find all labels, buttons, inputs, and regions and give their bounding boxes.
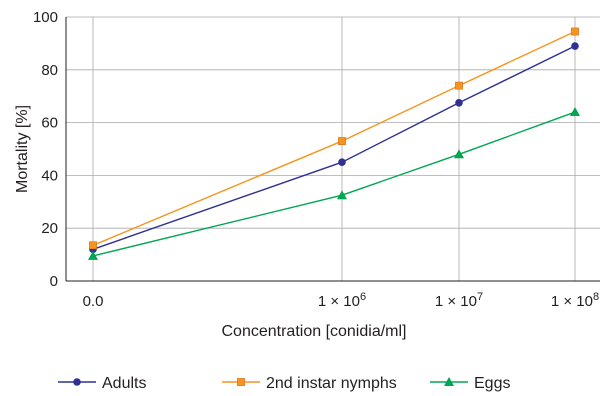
series-adults — [89, 42, 579, 254]
series-eggs — [88, 107, 580, 260]
y-tick-label: 20 — [41, 220, 58, 237]
data-point — [571, 27, 579, 36]
y-tick-labels: 0 20 40 60 80 100 — [33, 9, 58, 290]
series-line — [92, 45, 576, 250]
legend-label: Eggs — [474, 375, 510, 392]
x-tick-labels: 0.0 1 × 106 1 × 107 1 × 108 — [83, 291, 600, 310]
y-tick-label: 80 — [41, 62, 58, 79]
x-tick-label: 1 × 108 — [551, 291, 599, 310]
axes — [65, 17, 600, 282]
x-tick-label: 1 × 107 — [435, 291, 483, 310]
legend-item: Adults — [58, 375, 146, 392]
data-point — [571, 42, 579, 50]
x-tick-label: 1 × 106 — [318, 291, 366, 310]
legend-item: 2nd instar nymphs — [222, 375, 397, 392]
series-line — [92, 111, 576, 257]
legend-label: 2nd instar nymphs — [266, 375, 397, 392]
data-point — [237, 378, 245, 386]
legend-label: Adults — [102, 375, 146, 392]
data-point — [73, 378, 81, 386]
x-axis-label: Concentration [conidia/ml] — [222, 323, 407, 340]
legend-item: Eggs — [430, 375, 510, 392]
data-point — [89, 241, 97, 250]
y-axis-label: Mortality [%] — [14, 105, 31, 193]
data-point — [455, 99, 463, 107]
series-line — [92, 30, 576, 247]
legend: Adults 2nd instar nymphs Eggs — [58, 375, 510, 392]
data-point — [338, 158, 346, 166]
y-tick-label: 100 — [33, 9, 58, 26]
data-point — [88, 250, 98, 260]
x-tick-label: 0.0 — [83, 293, 104, 310]
series-lines — [88, 27, 580, 260]
series-2nd-instar-nymphs — [89, 27, 579, 250]
data-point — [570, 107, 580, 117]
y-tick-label: 40 — [41, 167, 58, 184]
grid — [66, 16, 600, 281]
data-point — [455, 81, 463, 90]
data-point — [338, 137, 346, 145]
data-point — [454, 149, 464, 159]
data-point — [337, 190, 347, 200]
y-tick-label: 60 — [41, 115, 58, 132]
data-point — [444, 377, 454, 386]
y-tick-label: 0 — [50, 273, 58, 290]
